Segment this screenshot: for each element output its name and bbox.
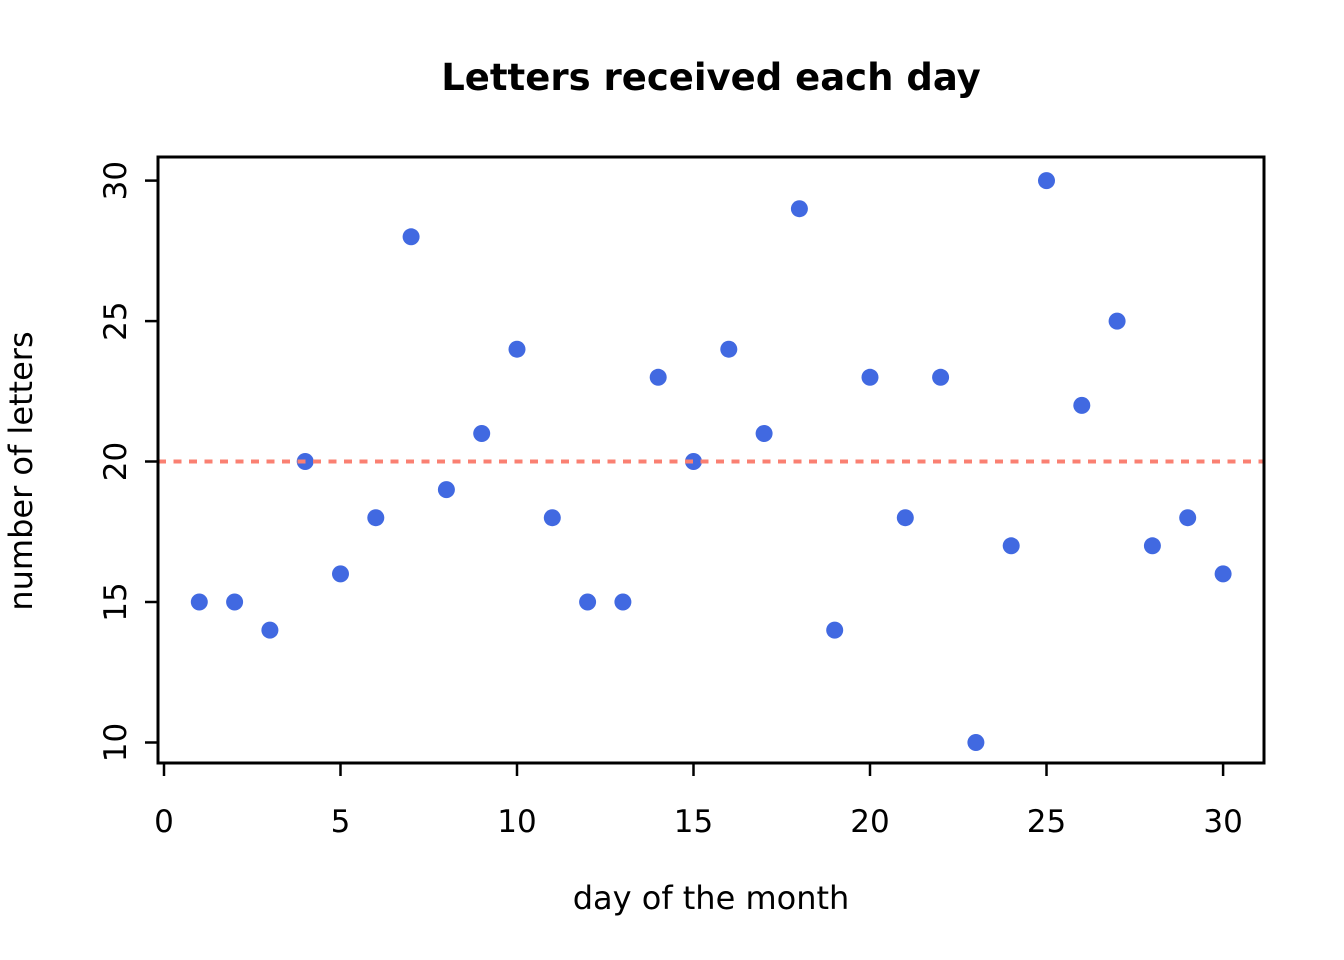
- data-point: [367, 509, 385, 527]
- y-tick-label: 15: [98, 582, 134, 621]
- x-tick-label: 25: [1027, 804, 1066, 840]
- data-point: [543, 509, 561, 527]
- data-point: [967, 734, 985, 751]
- chart-title: Letters received each day: [441, 56, 981, 99]
- x-tick-label: 15: [674, 804, 713, 840]
- data-point: [579, 593, 597, 611]
- data-point: [755, 425, 773, 442]
- data-point: [437, 481, 455, 499]
- x-tick-label: 30: [1203, 804, 1242, 840]
- data-point: [508, 340, 526, 358]
- data-point: [1214, 565, 1232, 583]
- data-point: [402, 228, 420, 246]
- data-point: [1143, 537, 1161, 555]
- x-axis-label: day of the month: [572, 879, 850, 917]
- data-point: [720, 340, 738, 358]
- y-tick-label: 30: [98, 161, 134, 200]
- data-point: [790, 200, 808, 218]
- x-tick-label: 0: [154, 804, 174, 840]
- data-point: [1073, 396, 1091, 414]
- data-point: [685, 453, 702, 470]
- x-tick-label: 10: [497, 804, 536, 840]
- y-axis-label: number of letters: [2, 331, 40, 611]
- y-tick-label: 20: [98, 442, 134, 481]
- data-point: [826, 621, 844, 639]
- data-point: [261, 621, 279, 639]
- x-tick-label: 20: [850, 804, 889, 840]
- data-point: [896, 509, 914, 527]
- y-tick-label: 10: [98, 723, 134, 762]
- data-point: [473, 425, 491, 442]
- y-tick-label: 25: [98, 301, 134, 340]
- data-point: [614, 593, 632, 611]
- data-point: [226, 593, 244, 611]
- data-point: [332, 565, 349, 583]
- data-point: [190, 593, 208, 611]
- data-point: [1038, 172, 1055, 190]
- x-tick-label: 5: [331, 804, 351, 840]
- data-point: [1108, 312, 1126, 330]
- data-point: [1002, 537, 1020, 555]
- plot-box: [156, 155, 1266, 765]
- data-point: [932, 368, 950, 386]
- data-point: [649, 368, 667, 386]
- data-point: [861, 368, 879, 386]
- data-point: [1179, 509, 1197, 527]
